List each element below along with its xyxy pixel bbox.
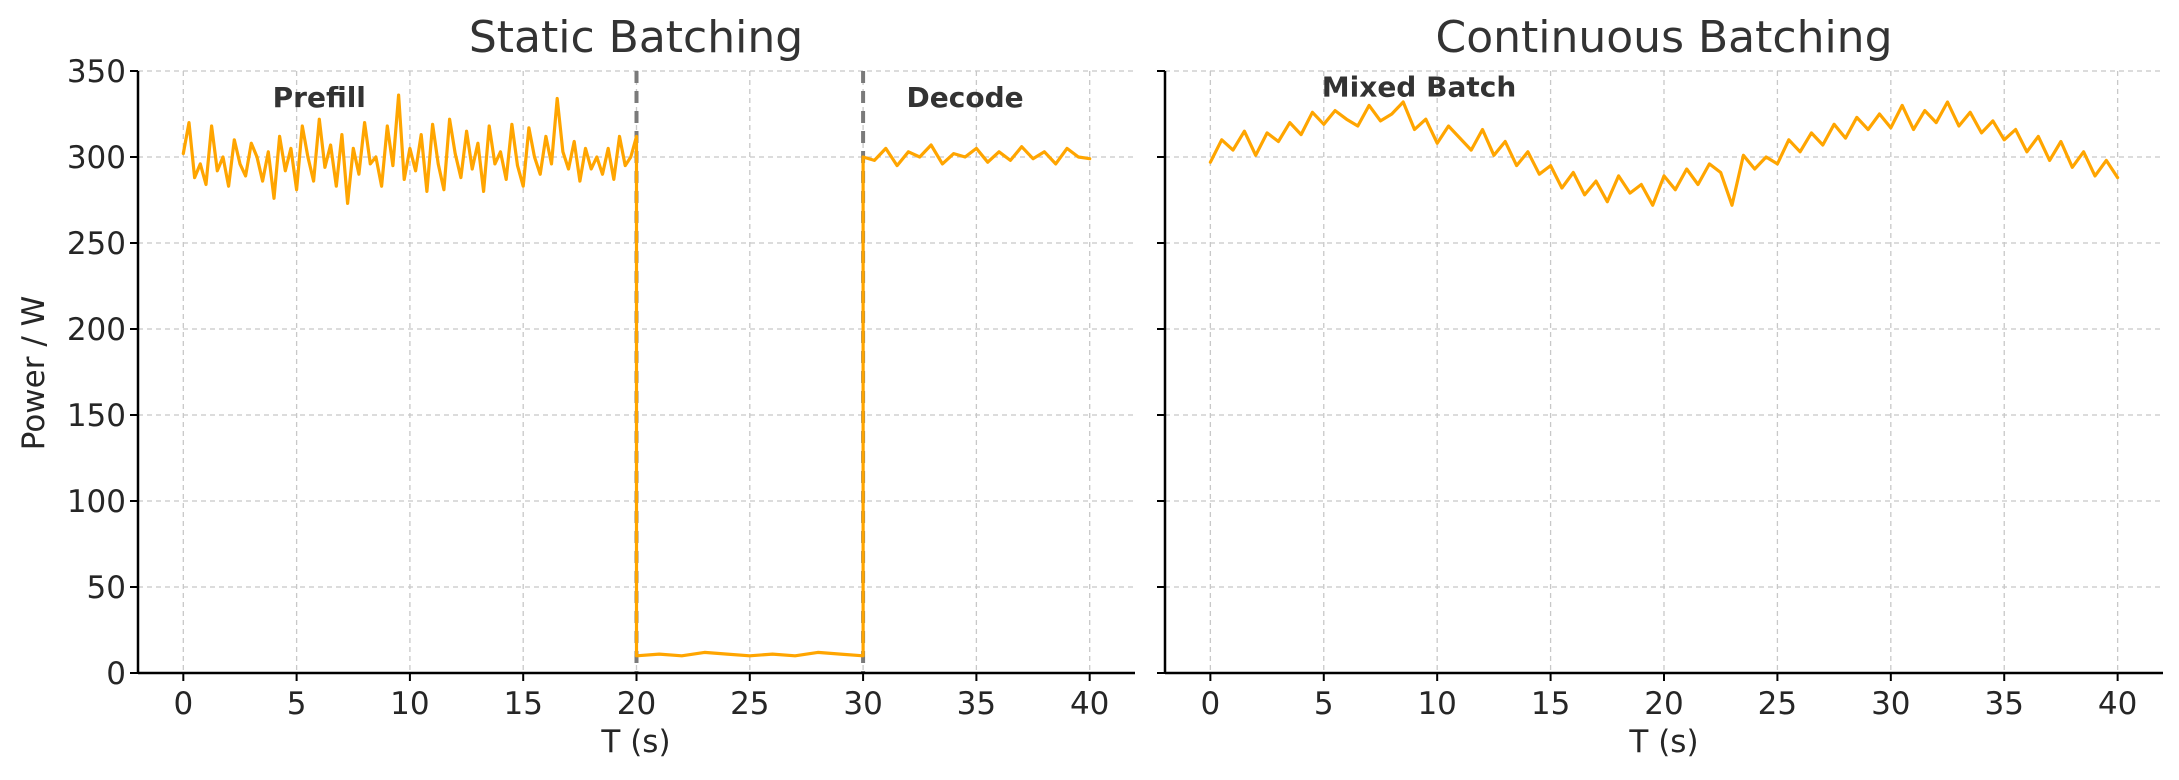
static-x-tick-label-30: 30 <box>843 686 882 722</box>
y-axis-label: Power / W <box>16 296 52 451</box>
continuous-annotation-mixed-batch: Mixed Batch <box>1322 70 1516 103</box>
static-batching-title: Static Batching <box>469 12 803 63</box>
continuous-x-tick-label-35: 35 <box>1985 686 2024 722</box>
static-x-tick-label-15: 15 <box>503 686 542 722</box>
static-x-axis-label: T (s) <box>600 724 670 760</box>
continuous-batching-panel: Continuous Batching 0 5 10 15 20 25 30 35 40 Mix… <box>1157 12 2163 760</box>
static-batching-panel: Static Batching 0 5 10 15 20 25 30 35 40 0 50 100 15… <box>16 12 1135 760</box>
static-y-tick-label-50: 50 <box>87 570 126 606</box>
static-annotation-decode: Decode <box>907 81 1024 114</box>
continuous-x-tick-label-25: 25 <box>1758 686 1797 722</box>
continuous-x-tick-label-5: 5 <box>1314 686 1334 722</box>
static-y-tick-label-250: 250 <box>67 226 126 262</box>
continuous-x-tick-label-15: 15 <box>1531 686 1570 722</box>
continuous-x-tick-label-20: 20 <box>1644 686 1683 722</box>
static-ticks: 0 5 10 15 20 25 30 35 40 0 50 100 150 200 250 300 350 <box>67 54 1110 722</box>
static-x-tick-label-5: 5 <box>287 686 307 722</box>
static-x-tick-label-0: 0 <box>173 686 193 722</box>
continuous-annotations: Mixed Batch <box>1322 70 1516 103</box>
static-x-tick-label-20: 20 <box>617 686 656 722</box>
static-power-series <box>181 93 1092 658</box>
static-x-tick-label-10: 10 <box>390 686 429 722</box>
continuous-x-axis-label: T (s) <box>1628 724 1698 760</box>
continuous-x-tick-label-30: 30 <box>1871 686 1910 722</box>
continuous-x-tick-label-0: 0 <box>1200 686 1220 722</box>
static-y-tick-label-0: 0 <box>106 656 126 692</box>
static-y-tick-label-350: 350 <box>67 54 126 90</box>
static-y-tick-label-150: 150 <box>67 398 126 434</box>
static-y-tick-label-300: 300 <box>67 140 126 176</box>
static-x-tick-label-40: 40 <box>1070 686 1109 722</box>
static-x-tick-label-35: 35 <box>957 686 996 722</box>
continuous-batching-title: Continuous Batching <box>1435 12 1892 63</box>
static-y-tick-label-100: 100 <box>67 484 126 520</box>
continuous-grid <box>1165 70 2163 674</box>
static-x-tick-label-25: 25 <box>730 686 769 722</box>
static-y-tick-label-200: 200 <box>67 312 126 348</box>
continuous-ticks: 0 5 10 15 20 25 30 35 40 <box>1157 70 2137 722</box>
continuous-x-tick-label-40: 40 <box>2098 686 2137 722</box>
static-annotation-prefill: Prefill <box>273 81 366 114</box>
continuous-x-tick-label-10: 10 <box>1417 686 1456 722</box>
static-annotations: Prefill Decode <box>273 81 1024 114</box>
continuous-power-series <box>1208 100 2120 207</box>
